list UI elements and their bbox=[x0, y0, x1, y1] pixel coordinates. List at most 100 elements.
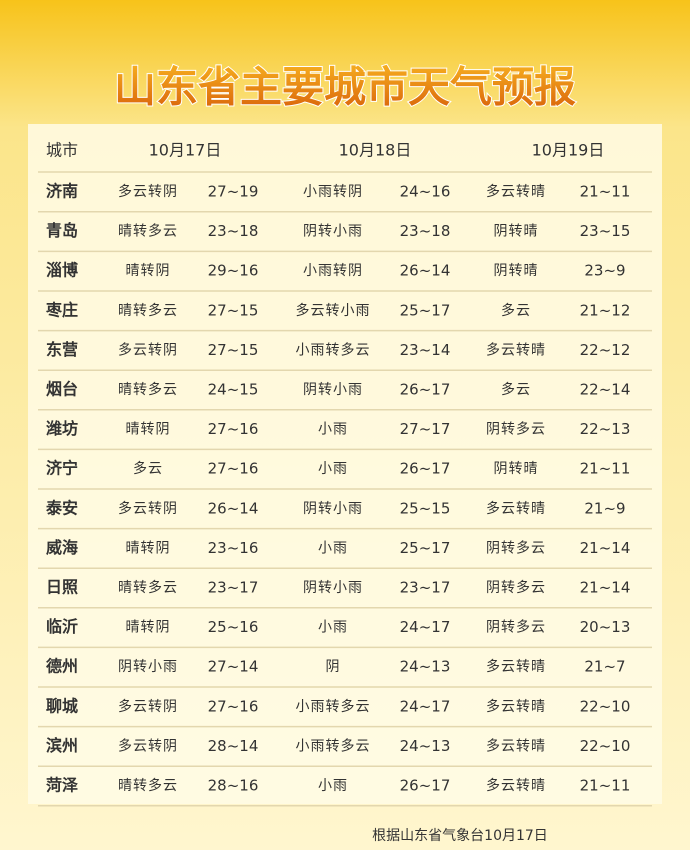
city-cell: 济宁 bbox=[46, 459, 78, 478]
title: 山东省主要城市天气预报 bbox=[114, 63, 576, 112]
table: 城市 10月17日 10月18日 10月19日济南多云转阴 27~19 小雨转阴 24~16… bbox=[38, 141, 652, 807]
temp-cell: 22~14 bbox=[580, 381, 631, 399]
weather-cell: 小雨转多云 bbox=[296, 737, 371, 754]
temp-cell: 21~12 bbox=[580, 301, 631, 319]
temp-cell: 24~16 bbox=[400, 183, 451, 201]
header-cell: 10月17日 bbox=[149, 141, 222, 160]
city-cell: 济南 bbox=[46, 182, 78, 201]
header-cell: 10月18日 bbox=[339, 141, 412, 160]
temp-cell: 26~17 bbox=[400, 381, 451, 399]
weather-cell: 多云转阴 bbox=[118, 341, 178, 358]
temp-cell: 23~9 bbox=[584, 262, 625, 280]
temp-cell: 26~14 bbox=[208, 499, 259, 517]
city-cell: 菏泽 bbox=[46, 776, 78, 795]
weather-cell: 小雨 bbox=[318, 461, 348, 477]
weather-cell: 小雨转多云 bbox=[296, 698, 371, 715]
weather-cell: 多云转晴 bbox=[486, 341, 546, 358]
temp-cell: 29~16 bbox=[208, 262, 259, 280]
temp-cell: 27~19 bbox=[208, 183, 259, 201]
weather-cell: 小雨 bbox=[318, 778, 348, 794]
temp-cell: 23~18 bbox=[400, 222, 451, 240]
city-cell: 德州 bbox=[46, 657, 78, 676]
temp-cell: 27~16 bbox=[208, 420, 259, 438]
weather-cell: 小雨 bbox=[318, 540, 348, 556]
weather-cell: 晴转阴 bbox=[126, 263, 171, 279]
weather-cell: 阴转小雨 bbox=[303, 382, 363, 398]
temp-cell: 21~7 bbox=[584, 658, 625, 676]
temp-cell: 26~17 bbox=[400, 777, 451, 795]
temp-cell: 23~18 bbox=[208, 222, 259, 240]
temp-cell: 21~14 bbox=[580, 539, 631, 557]
weather-cell: 小雨转多云 bbox=[296, 341, 371, 358]
header-cell: 城市 bbox=[46, 141, 78, 160]
weather-cell: 多云 bbox=[133, 460, 163, 477]
weather-cell: 多云转晴 bbox=[486, 698, 546, 715]
temp-cell: 27~15 bbox=[208, 301, 259, 319]
weather-cell: 多云转阴 bbox=[118, 698, 178, 715]
temp-cell: 22~13 bbox=[580, 420, 631, 438]
weather-cell: 晴转多云 bbox=[118, 223, 178, 240]
weather-cell: 阴转多云 bbox=[486, 539, 546, 556]
temp-cell: 27~15 bbox=[208, 341, 259, 359]
weather-cell: 阴转小雨 bbox=[118, 659, 178, 675]
weather-cell: 阴转小雨 bbox=[303, 580, 363, 596]
weather-cell: 阴转多云 bbox=[486, 421, 546, 438]
city-cell: 潍坊 bbox=[46, 419, 78, 438]
temp-cell: 23~16 bbox=[208, 539, 259, 557]
temp-cell: 28~16 bbox=[208, 777, 259, 795]
weather-cell: 多云转晴 bbox=[486, 658, 546, 675]
city-cell: 青岛 bbox=[46, 221, 78, 240]
temp-cell: 23~17 bbox=[400, 579, 451, 597]
weather-cell: 小雨 bbox=[318, 620, 348, 636]
temp-cell: 23~14 bbox=[400, 341, 451, 359]
temp-cell: 24~15 bbox=[208, 381, 259, 399]
temp-cell: 26~14 bbox=[400, 262, 451, 280]
weather-cell: 阴转小雨 bbox=[303, 501, 363, 517]
city-cell: 淄博 bbox=[46, 261, 78, 280]
weather-cell: 阴转晴 bbox=[494, 263, 539, 279]
temp-cell: 25~16 bbox=[208, 618, 259, 636]
temp-cell: 21~11 bbox=[580, 183, 631, 201]
temp-cell: 26~17 bbox=[400, 460, 451, 478]
weather-cell: 阴转小雨 bbox=[303, 224, 363, 240]
weather-cell: 阴转晴 bbox=[494, 224, 539, 240]
city-cell: 枣庄 bbox=[45, 300, 78, 319]
city-cell: 临沂 bbox=[46, 617, 78, 636]
temp-cell: 27~14 bbox=[208, 658, 259, 676]
weather-cell: 多云转晴 bbox=[486, 777, 546, 794]
weather-cell: 多云 bbox=[501, 302, 531, 319]
temp-cell: 25~17 bbox=[400, 539, 451, 557]
weather-cell: 多云转晴 bbox=[486, 737, 546, 754]
footer: 根据山东省气象台10月17日 bbox=[372, 828, 548, 844]
weather-cell: 晴转多云 bbox=[118, 302, 178, 319]
weather-cell: 小雨转阴 bbox=[303, 263, 363, 279]
city-cell: 泰安 bbox=[45, 498, 78, 517]
temp-cell: 20~13 bbox=[580, 618, 631, 636]
temp-cell: 23~15 bbox=[580, 222, 631, 240]
weather-cell: 多云转小雨 bbox=[296, 302, 371, 319]
temp-cell: 21~11 bbox=[580, 777, 631, 795]
temp-cell: 27~17 bbox=[400, 420, 451, 438]
weather-cell: 晴转多云 bbox=[118, 381, 178, 398]
weather-cell: 晴转阴 bbox=[126, 422, 171, 438]
temp-cell: 27~16 bbox=[208, 697, 259, 715]
table-panel bbox=[28, 124, 662, 804]
temp-cell: 22~12 bbox=[580, 341, 631, 359]
city-cell: 威海 bbox=[46, 538, 78, 557]
weather-cell: 晴转阴 bbox=[126, 540, 171, 556]
temp-cell: 23~17 bbox=[208, 579, 259, 597]
city-cell: 滨州 bbox=[46, 736, 78, 755]
weather-cell: 多云转阴 bbox=[118, 737, 178, 754]
temp-cell: 24~17 bbox=[400, 618, 451, 636]
weather-cell: 阴转多云 bbox=[486, 579, 546, 596]
weather-cell: 晴转多云 bbox=[118, 777, 178, 794]
weather-cell: 多云转阴 bbox=[118, 500, 178, 517]
temp-cell: 28~14 bbox=[208, 737, 259, 755]
weather-cell: 阴 bbox=[326, 659, 341, 675]
weather-cell: 多云转晴 bbox=[486, 183, 546, 200]
weather-cell: 小雨转阴 bbox=[303, 184, 363, 200]
temp-cell: 21~14 bbox=[580, 579, 631, 597]
header-cell: 10月19日 bbox=[532, 141, 605, 160]
weather-cell: 多云转晴 bbox=[486, 500, 546, 517]
temp-cell: 21~11 bbox=[580, 460, 631, 478]
